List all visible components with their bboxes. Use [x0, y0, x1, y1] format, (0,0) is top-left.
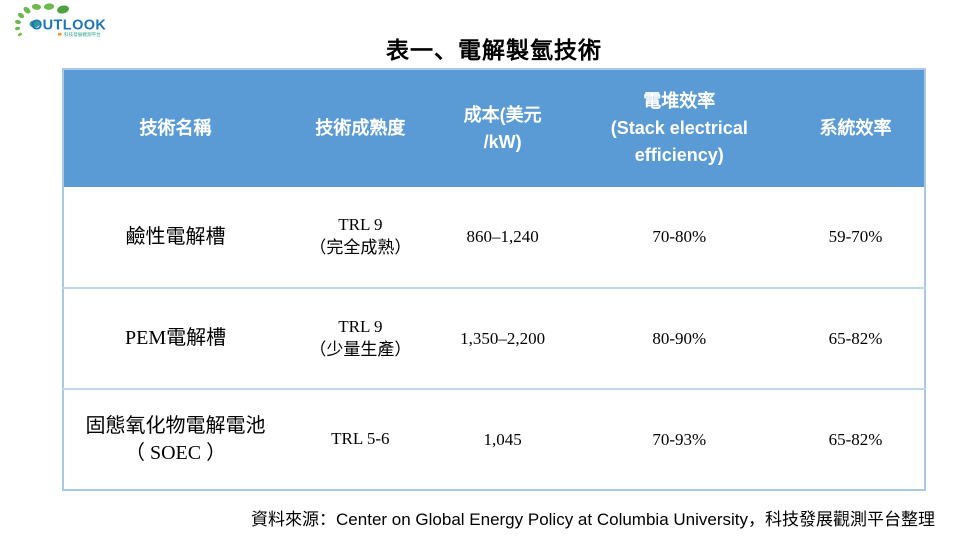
cell-cost: 1,045 [433, 388, 572, 490]
col-header-tech-name: 技術名稱 [63, 69, 288, 187]
table-row-alkaline: 鹼性電解槽 TRL 9 （完全成熟） 860–1,240 70-80% 59-7… [63, 187, 925, 288]
col-header-system-efficiency: 系統效率 [787, 69, 925, 187]
cell-stack-efficiency: 70-80% [571, 187, 788, 288]
cell-stack-efficiency: 80-90% [571, 287, 788, 389]
header-line: 電堆效率 [643, 91, 716, 111]
cell-maturity: TRL 9 （少量生產） [287, 287, 434, 389]
header-row: 技術名稱 技術成熟度 成本(美元 /kW) 電堆效率 (Stack electr… [63, 69, 925, 187]
header-line: /kW) [483, 131, 522, 152]
data-source-note: 資料來源：Center on Global Energy Policy at C… [251, 510, 935, 529]
header-line: efficiency) [634, 145, 724, 165]
cell-tech-name: PEM電解槽 [63, 287, 288, 389]
outlook-logo: OUTLOOK 科技發展觀測平台 [8, 3, 120, 43]
cell-line: 鹼性電解槽 [125, 225, 226, 248]
header-line: (Stack electrical [610, 118, 748, 138]
cell-cost: 1,350–2,200 [433, 287, 572, 389]
electrolysis-table-wrap: 技術名稱 技術成熟度 成本(美元 /kW) 電堆效率 (Stack electr… [62, 68, 926, 491]
cell-maturity: TRL 9 （完全成熟） [287, 187, 434, 288]
cell-system-efficiency: 59-70% [787, 187, 925, 288]
header-line: 技術名稱 [139, 118, 212, 138]
outlook-logo-icon: OUTLOOK 科技發展觀測平台 [14, 3, 106, 38]
header-line: 系統效率 [819, 118, 892, 138]
col-header-maturity: 技術成熟度 [287, 69, 434, 187]
cell-line: TRL 9 [338, 316, 383, 336]
cell-cost: 860–1,240 [433, 187, 572, 288]
table-row-pem: PEM電解槽 TRL 9 （少量生產） 1,350–2,200 80-90% 6… [63, 287, 925, 389]
logo-tagline-text: 科技發展觀測平台 [64, 31, 101, 38]
table-row-soec: 固態氧化物電解電池 （ SOEC ） TRL 5-6 1,045 70-93% … [63, 388, 925, 490]
cell-stack-efficiency: 70-93% [571, 388, 788, 490]
cell-tech-name: 鹼性電解槽 [63, 187, 288, 288]
cell-line: TRL 5-6 [331, 429, 390, 449]
cell-line: （少量生產） [309, 339, 412, 359]
col-header-cost: 成本(美元 /kW) [433, 69, 572, 187]
header-line: 成本(美元 [463, 104, 542, 125]
col-header-stack-efficiency: 電堆效率 (Stack electrical efficiency) [571, 69, 788, 187]
cell-line: （ SOEC ） [124, 441, 227, 464]
cell-tech-name: 固態氧化物電解電池 （ SOEC ） [63, 388, 288, 490]
cell-maturity: TRL 5-6 [287, 388, 434, 490]
cell-system-efficiency: 65-82% [787, 388, 925, 490]
electrolysis-table: 技術名稱 技術成熟度 成本(美元 /kW) 電堆效率 (Stack electr… [62, 68, 926, 491]
cell-line: PEM電解槽 [124, 327, 227, 349]
header-line: 技術成熟度 [315, 118, 406, 138]
cell-line: 固態氧化物電解電池 [85, 414, 266, 437]
logo-brand-text: OUTLOOK [31, 18, 106, 34]
page-title: 表一、電解製氫技術 [386, 37, 602, 63]
cell-line: （完全成熟） [309, 238, 412, 257]
cell-line: TRL 9 [338, 215, 383, 235]
cell-system-efficiency: 65-82% [787, 287, 925, 389]
